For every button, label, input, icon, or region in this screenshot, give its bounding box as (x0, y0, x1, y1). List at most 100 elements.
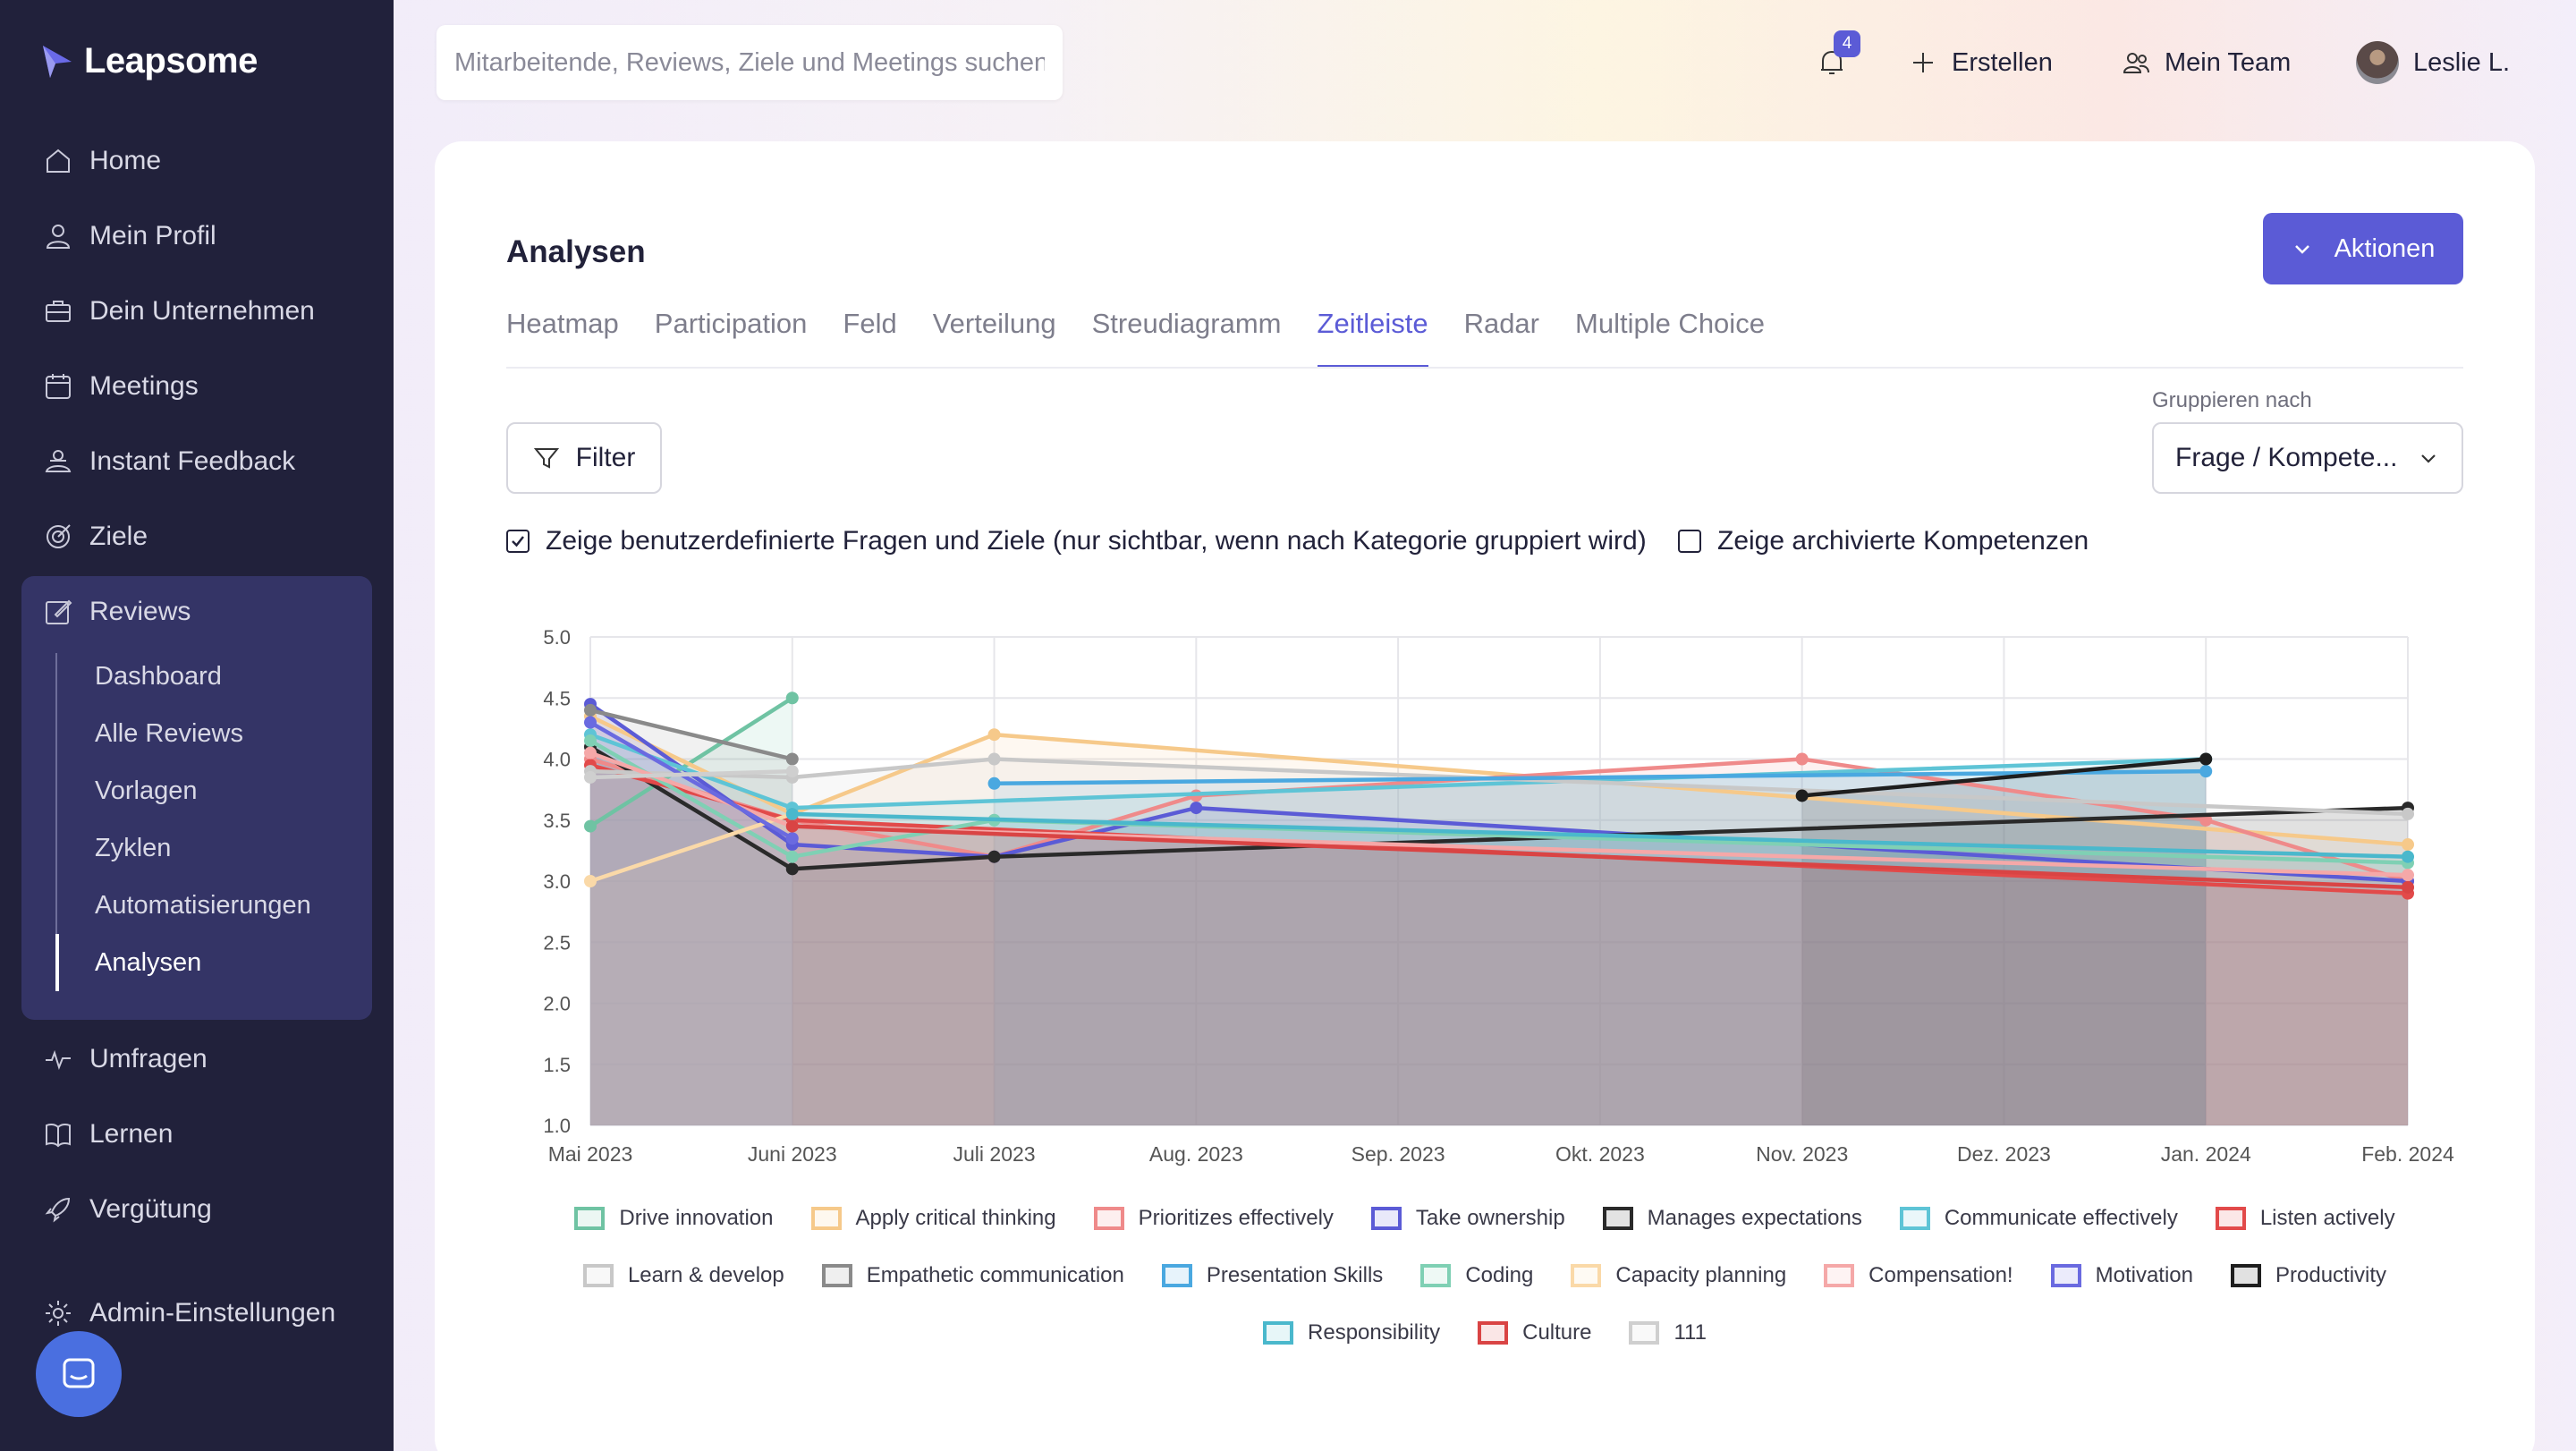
group-by-select[interactable]: Frage / Kompete... (2152, 422, 2463, 494)
legend-item[interactable]: Prioritizes effectively (1093, 1206, 1334, 1231)
create-button[interactable]: Erstellen (1909, 36, 2053, 89)
sidebar-item-surveys[interactable]: Umfragen (43, 1032, 208, 1086)
series-line (589, 768, 792, 780)
archived-competencies-checkbox[interactable] (1678, 530, 1701, 553)
legend-swatch (574, 1207, 606, 1230)
legend-item[interactable]: Manages expectations (1602, 1206, 1862, 1231)
app-logo[interactable]: Leapsome (39, 41, 258, 81)
legend-swatch (1420, 1264, 1452, 1287)
sidebar-subitem-dashboard[interactable]: Dashboard (95, 661, 222, 691)
legend-item[interactable]: Apply critical thinking (810, 1206, 1056, 1231)
legend-item[interactable]: Coding (1420, 1263, 1533, 1288)
sidebar-item-reviews[interactable]: Reviews (43, 585, 191, 639)
actions-button-label: Aktionen (2334, 233, 2436, 263)
sidebar-item-label: Lernen (89, 1119, 174, 1149)
y-tick-label: 2.5 (543, 931, 571, 954)
sidebar-item-instant-feedback[interactable]: Instant Feedback (43, 435, 295, 488)
tab-scatter[interactable]: Streudiagramm (1091, 308, 1282, 339)
sidebar-item-admin-settings[interactable]: Admin-Einstellungen (43, 1286, 335, 1340)
legend-label: Empathetic communication (866, 1263, 1124, 1287)
tab-multiple-choice[interactable]: Multiple Choice (1575, 308, 1765, 339)
sidebar-item-home[interactable]: Home (43, 134, 161, 188)
notifications-bell-icon[interactable] (1814, 45, 1850, 81)
sidebar-item-meetings[interactable]: Meetings (43, 360, 199, 413)
create-button-label: Erstellen (1952, 47, 2053, 77)
search-input[interactable] (436, 25, 1063, 100)
legend-item[interactable]: Culture (1478, 1320, 1591, 1345)
sidebar-subitem-all-reviews[interactable]: Alle Reviews (95, 718, 243, 748)
chat-launcher-button[interactable] (36, 1331, 122, 1417)
legend-item[interactable]: Motivation (2050, 1263, 2193, 1288)
sidebar-subitem-cycles[interactable]: Zyklen (95, 833, 172, 862)
legend-item[interactable]: Responsibility (1263, 1320, 1440, 1345)
sidebar-item-compensation[interactable]: Vergütung (43, 1183, 212, 1236)
page-title: Analysen (506, 234, 646, 269)
sidebar-item-goals[interactable]: Ziele (43, 510, 148, 564)
custom-questions-checkbox[interactable] (506, 530, 530, 553)
filter-button[interactable]: Filter (506, 422, 662, 494)
data-point (987, 752, 1001, 766)
feedback-icon (45, 450, 72, 472)
legend-item[interactable]: Productivity (2231, 1263, 2386, 1288)
series-area (590, 716, 2408, 1125)
data-point (2402, 880, 2414, 894)
series-line (994, 768, 2207, 786)
tab-timeline[interactable]: Zeitleiste (1317, 304, 1428, 369)
legend-label: Manages expectations (1647, 1206, 1862, 1230)
legend-item[interactable]: Communicate effectively (1899, 1206, 2178, 1231)
submenu-line (55, 653, 57, 989)
y-tick-label: 3.0 (543, 870, 571, 893)
sidebar-subitem-automations[interactable]: Automatisierungen (95, 890, 311, 920)
book-icon (46, 1123, 71, 1148)
sidebar-item-company[interactable]: Dein Unternehmen (43, 284, 315, 338)
legend-item[interactable]: Learn & develop (582, 1263, 784, 1288)
legend-item[interactable]: 111 (1629, 1320, 1707, 1345)
avatar (2356, 41, 2399, 84)
legend-label: Learn & develop (627, 1263, 784, 1287)
calendar-icon (46, 374, 71, 399)
x-tick-label: Aug. 2023 (1149, 1142, 1243, 1166)
leapsome-logo-icon (43, 45, 72, 78)
search-bar[interactable] (436, 25, 1063, 100)
sidebar-item-label: Admin-Einstellungen (89, 1298, 336, 1328)
custom-questions-toggle[interactable]: Zeige benutzerdefinierte Fragen und Ziel… (506, 526, 1647, 556)
sidebar-item-learning[interactable]: Lernen (43, 1107, 173, 1161)
data-point (2402, 869, 2414, 882)
data-point (1795, 752, 1809, 766)
tab-participation[interactable]: Participation (654, 308, 808, 339)
legend-item[interactable]: Presentation Skills (1161, 1263, 1383, 1288)
user-menu[interactable]: Leslie L. (2356, 36, 2510, 89)
tab-field[interactable]: Feld (843, 308, 897, 339)
data-point (2199, 765, 2213, 778)
legend-item[interactable]: Capacity planning (1571, 1263, 1786, 1288)
sidebar-item-label: Ziele (89, 522, 148, 551)
sidebar-item-profile[interactable]: Mein Profil (43, 209, 216, 263)
legend-item[interactable]: Compensation! (1824, 1263, 2013, 1288)
sidebar-subitem-templates[interactable]: Vorlagen (95, 776, 198, 805)
custom-questions-label: Zeige benutzerdefinierte Fragen und Ziel… (546, 526, 1647, 556)
app-name: Leapsome (84, 41, 258, 81)
archived-competencies-toggle[interactable]: Zeige archivierte Kompetenzen (1678, 526, 2089, 556)
home-icon (47, 148, 70, 173)
reviews-section (21, 576, 372, 1020)
y-tick-label: 3.5 (543, 810, 571, 832)
data-point (584, 734, 597, 748)
timeline-chart: 1.0 1.5 2.0 2.5 3.0 3.5 4.0 4.5 5.0 Mai 2023 Juni … (543, 626, 2454, 1166)
data-point (785, 819, 799, 833)
legend-label: Responsibility (1308, 1320, 1441, 1345)
legend-item[interactable]: Empathetic communication (821, 1263, 1124, 1288)
legend-swatch (1478, 1321, 1509, 1345)
tab-distribution[interactable]: Verteilung (932, 308, 1056, 339)
data-point (785, 752, 799, 766)
my-team-label: Mein Team (2165, 47, 2292, 77)
legend-item[interactable]: Drive innovation (574, 1206, 774, 1231)
my-team-button[interactable]: Mein Team (2122, 36, 2291, 89)
tab-heatmap[interactable]: Heatmap (506, 308, 619, 339)
actions-button[interactable]: Aktionen (2263, 213, 2463, 284)
legend-item[interactable]: Listen actively (2215, 1206, 2395, 1231)
legend-swatch (582, 1264, 614, 1287)
tab-radar[interactable]: Radar (1463, 308, 1539, 339)
sidebar-subitem-analytics[interactable]: Analysen (95, 947, 202, 977)
data-point (584, 746, 597, 759)
legend-item[interactable]: Take ownership (1370, 1206, 1565, 1231)
